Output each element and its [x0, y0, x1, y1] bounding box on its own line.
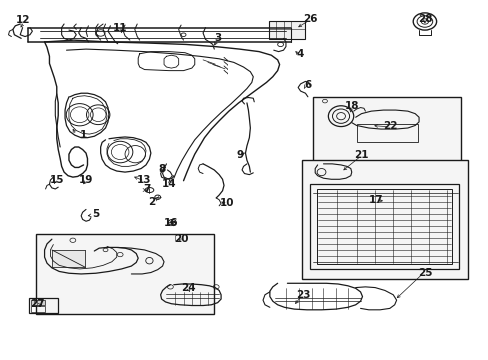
Bar [268, 22, 305, 39]
Bar [52, 250, 85, 267]
Bar [31, 300, 44, 305]
Text: 14: 14 [161, 179, 176, 189]
Text: 5: 5 [92, 209, 99, 219]
Text: 28: 28 [417, 14, 431, 24]
Text: 15: 15 [49, 175, 64, 185]
Text: 25: 25 [417, 268, 431, 278]
Bar [316, 189, 451, 264]
Bar [52, 250, 85, 267]
Bar [31, 306, 44, 312]
Text: 18: 18 [344, 102, 358, 112]
Text: 21: 21 [353, 150, 368, 160]
Text: 6: 6 [304, 80, 311, 90]
Text: 27: 27 [30, 299, 44, 309]
Bar [36, 234, 213, 315]
Text: 16: 16 [164, 218, 178, 228]
Text: 22: 22 [383, 121, 397, 131]
Text: 17: 17 [368, 195, 383, 205]
Text: 9: 9 [236, 150, 243, 160]
Text: 13: 13 [137, 175, 151, 185]
Text: 11: 11 [113, 23, 127, 33]
Text: 24: 24 [181, 283, 195, 293]
Text: 20: 20 [174, 234, 188, 244]
Text: 8: 8 [158, 164, 165, 174]
Bar [29, 298, 58, 314]
Bar [302, 160, 467, 279]
Text: 2: 2 [148, 197, 155, 207]
Text: 7: 7 [143, 184, 150, 194]
Bar [310, 184, 458, 269]
Text: 26: 26 [303, 14, 317, 24]
Text: 10: 10 [220, 198, 234, 208]
Text: 3: 3 [214, 33, 221, 43]
Text: 19: 19 [79, 175, 93, 185]
Text: 4: 4 [296, 49, 304, 59]
Text: 1: 1 [80, 130, 87, 140]
Text: 23: 23 [295, 290, 309, 300]
Bar [356, 125, 417, 141]
Text: 12: 12 [15, 15, 30, 26]
Bar [312, 97, 461, 161]
